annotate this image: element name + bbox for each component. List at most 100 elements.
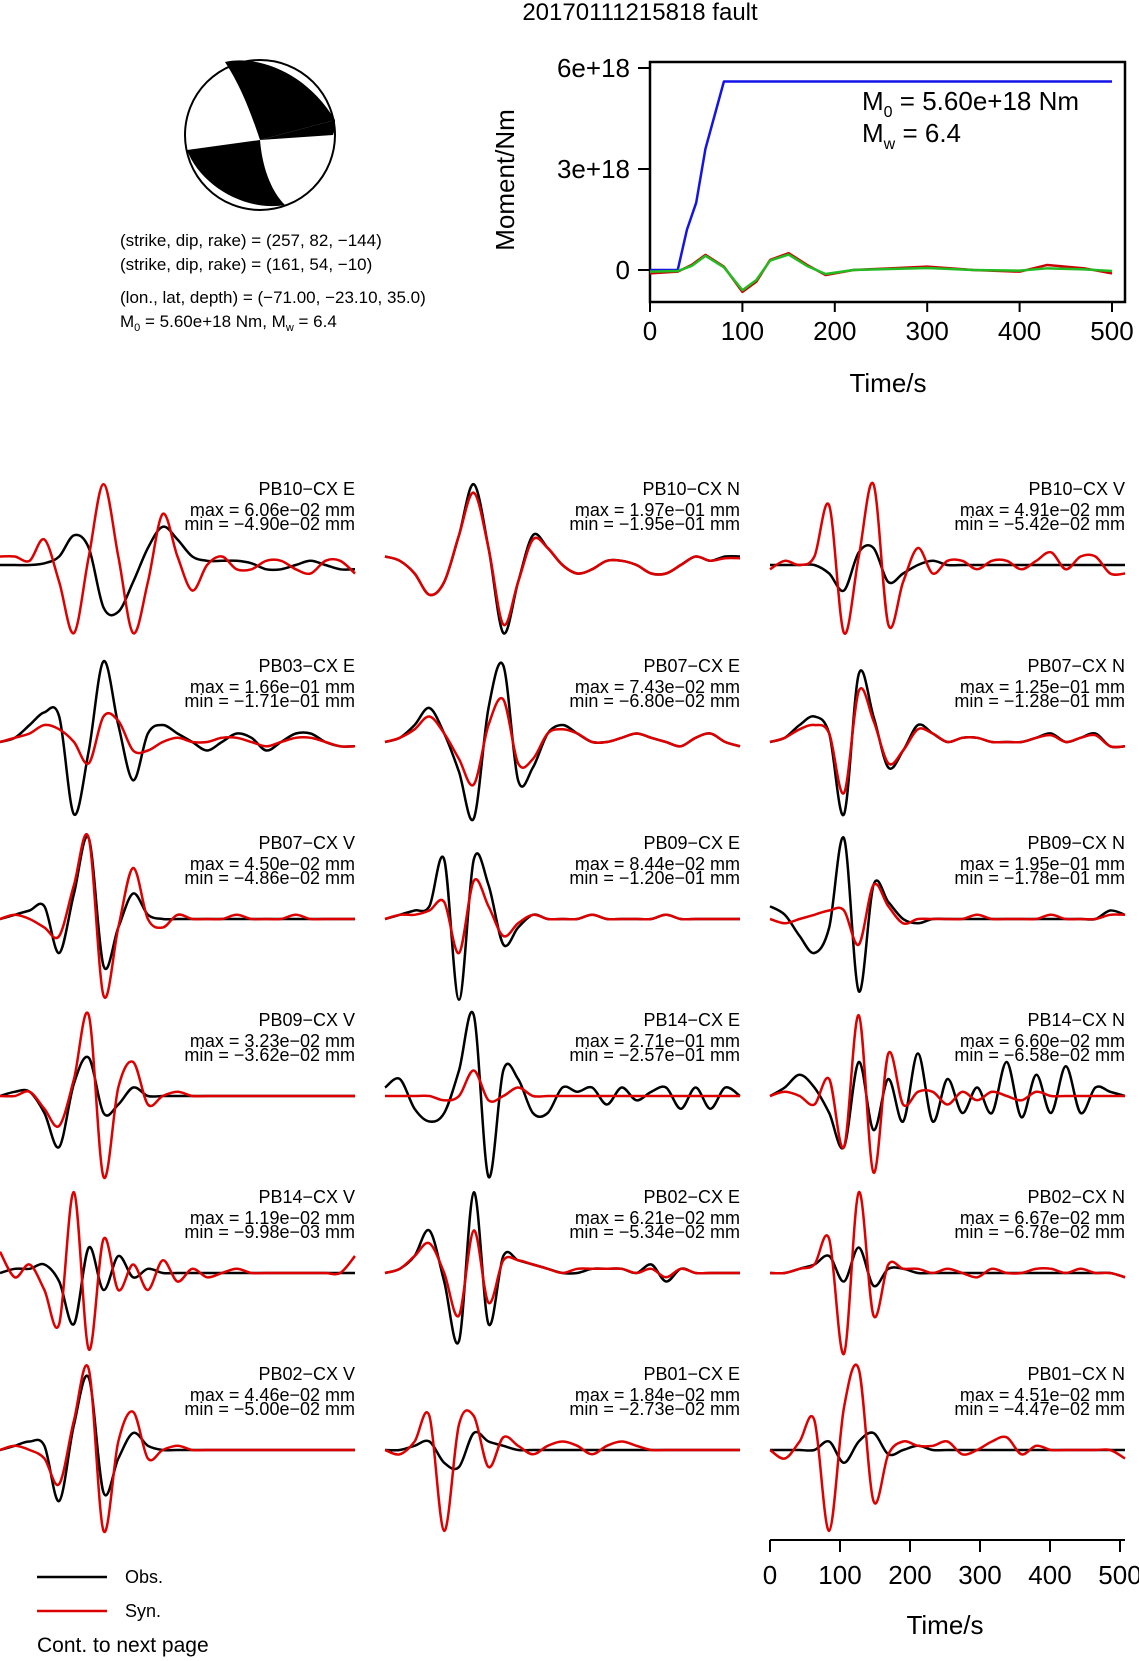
station-label: PB09−CX N (1027, 833, 1125, 853)
station-label: PB09−CX E (643, 833, 740, 853)
observed-trace (0, 1246, 355, 1326)
moment-xtick-label: 100 (721, 316, 764, 346)
observed-trace (0, 525, 356, 617)
min-amplitude-label: min = −1.95e−01 mm (569, 514, 740, 534)
moment-series-line-1 (649, 251, 1113, 294)
max-amplitude-label: max = 2.71e−01 mm (575, 1031, 740, 1051)
synthetic-trace (384, 1409, 740, 1533)
synthetic-trace (0, 483, 356, 635)
synthetic-trace (769, 882, 1126, 946)
legend-syn-label: Syn. (125, 1601, 161, 1621)
moment-series-line-2 (649, 253, 1113, 292)
min-amplitude-label: min = −5.42e−02 mm (954, 514, 1125, 534)
moment-ytick-label: 6e+18 (557, 53, 630, 83)
min-amplitude-label: min = −4.86e−02 mm (184, 868, 355, 888)
max-amplitude-label: max = 1.97e−01 mm (575, 500, 740, 520)
station-label: PB14−CX N (1027, 1010, 1125, 1030)
moment-xtick-label: 400 (998, 316, 1041, 346)
max-amplitude-label: max = 4.51e−02 mm (960, 1385, 1125, 1405)
max-amplitude-label: max = 1.95e−01 mm (960, 854, 1125, 874)
station-label: PB14−CX E (643, 1010, 740, 1030)
max-amplitude-label: max = 6.67e−02 mm (960, 1208, 1125, 1228)
max-amplitude-label: max = 6.60e−02 mm (960, 1031, 1125, 1051)
plane-1-text: (strike, dip, rake) = (257, 82, −144) (120, 231, 382, 250)
moment-plot-frame (648, 60, 1127, 304)
synthetic-trace (769, 1191, 1126, 1356)
moment-xtick-label: 200 (813, 316, 856, 346)
moment-xtick-label: 300 (906, 316, 949, 346)
moment-yticks: 0 3e+18 6e+18 (557, 53, 650, 285)
moment-xtick-label: 0 (643, 316, 657, 346)
observed-trace (769, 544, 1125, 593)
min-amplitude-label: min = −1.28e−01 mm (954, 691, 1125, 711)
moment-xticks: 0 100 200 300 400 500 (643, 302, 1134, 346)
station-label: PB10−CX N (642, 479, 740, 499)
synthetic-trace (384, 696, 741, 787)
station-label: PB03−CX E (258, 656, 355, 676)
synthetic-trace (384, 1069, 740, 1103)
max-amplitude-label: max = 8.44e−02 mm (575, 854, 740, 874)
min-amplitude-label: min = −2.57e−01 mm (569, 1045, 740, 1065)
synthetic-trace (384, 491, 741, 627)
moment-text: M0 = 5.60e+18 Nm, Mw = 6.4 (120, 312, 337, 334)
station-label: PB07−CX E (643, 656, 740, 676)
moment-ytick-label: 0 (616, 255, 630, 285)
legend: Obs. Syn. (37, 1567, 163, 1621)
station-label: PB01−CX E (643, 1364, 740, 1384)
moment-lines (649, 80, 1113, 294)
min-amplitude-label: min = −9.98e−03 mm (184, 1222, 355, 1242)
synthetic-trace (0, 1011, 355, 1180)
waveform-xtick-label: 200 (888, 1560, 931, 1590)
waveform-xtick-label: 400 (1028, 1560, 1071, 1590)
observed-trace (769, 1052, 1126, 1150)
page-title: 20170111215818 fault (522, 0, 758, 26)
max-amplitude-label: max = 6.21e−02 mm (575, 1208, 740, 1228)
station-label: PB01−CX N (1027, 1364, 1125, 1384)
synthetic-trace (384, 878, 740, 955)
min-amplitude-label: min = −4.90e−02 mm (184, 514, 355, 534)
waveform-xlabel: Time/s (906, 1610, 983, 1640)
observed-trace (769, 1246, 1126, 1288)
beachball (184, 59, 336, 211)
waveform-xtick-label: 0 (763, 1560, 777, 1590)
legend-obs-label: Obs. (125, 1567, 163, 1587)
station-label: PB14−CX V (258, 1187, 355, 1207)
moment-annotation-m0: M0 = 5.60e+18 Nm (862, 86, 1079, 121)
observed-trace (0, 660, 356, 816)
max-amplitude-label: max = 3.23e−02 mm (190, 1031, 355, 1051)
max-amplitude-label: max = 1.84e−02 mm (575, 1385, 740, 1405)
synthetic-trace (0, 711, 356, 766)
synthetic-trace (769, 481, 1126, 635)
min-amplitude-label: min = −6.78e−02 mm (954, 1222, 1125, 1242)
station-label: PB10−CX E (258, 479, 355, 499)
min-amplitude-label: min = −1.78e−01 mm (954, 868, 1125, 888)
location-text: (lon., lat, depth) = (−71.00, −23.10, 35… (120, 288, 426, 307)
moment-ytick-label: 3e+18 (557, 154, 630, 184)
max-amplitude-label: max = 1.25e−01 mm (960, 677, 1125, 697)
moment-xlabel: Time/s (849, 368, 926, 398)
station-label: PB02−CX E (643, 1187, 740, 1207)
station-label: PB07−CX N (1027, 656, 1125, 676)
station-label: PB10−CX V (1028, 479, 1125, 499)
min-amplitude-label: min = −5.00e−02 mm (184, 1399, 355, 1419)
plane-2-text: (strike, dip, rake) = (161, 54, −10) (120, 255, 372, 274)
synthetic-trace (384, 1229, 740, 1318)
station-label: PB02−CX V (258, 1364, 355, 1384)
min-amplitude-label: min = −6.80e−02 mm (569, 691, 740, 711)
min-amplitude-label: min = −4.47e−02 mm (954, 1399, 1125, 1419)
